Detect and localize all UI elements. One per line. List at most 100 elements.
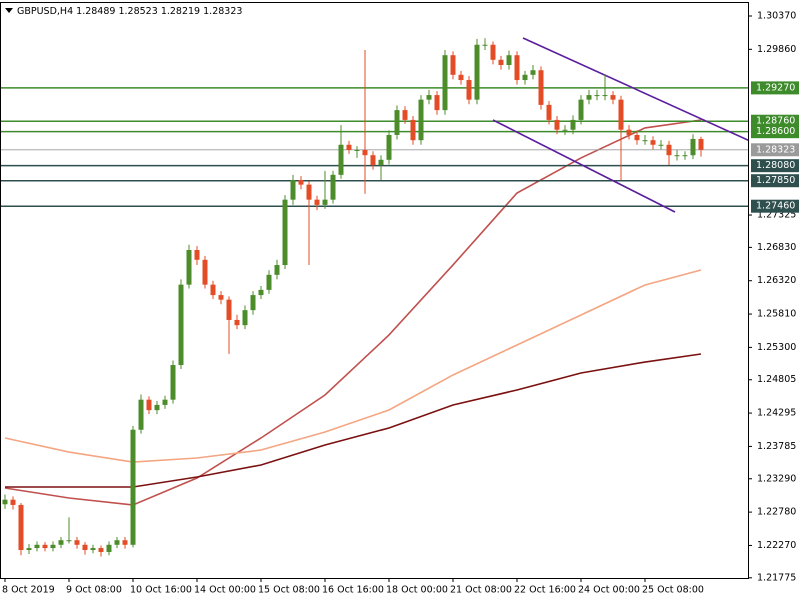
level-label: 1.27460 [756,201,795,212]
level-tag [751,199,799,213]
y-tick-label: 1.26830 [757,242,796,253]
candle-body [370,155,376,166]
candle-body [498,59,504,66]
x-tick-label: 25 Oct 08:00 [642,585,704,596]
x-tick-label: 16 Oct 16:00 [322,585,384,596]
candle-body [450,55,456,75]
candle-body [298,180,304,185]
candle-body [138,399,144,430]
candle-body [58,540,64,545]
candle-body [18,504,24,551]
y-tick-label: 1.27325 [757,210,796,221]
candle-body [162,399,168,405]
symbol: GBPUSD,H4 [17,6,73,17]
header-low: 1.28219 [161,6,200,17]
level-tag [751,114,799,128]
candle-body [362,149,368,156]
candle-body [42,544,48,549]
x-tick-label: 10 Oct 16:00 [130,585,192,596]
y-tick-label: 1.22270 [757,540,796,551]
candle-body [594,95,600,97]
y-tick-label: 1.25300 [757,342,796,353]
price-label: 1.28323 [756,144,795,155]
candle-body [538,70,544,105]
candle-body [394,110,400,135]
candle-body [482,44,488,46]
candle-body [178,284,184,366]
header-open: 1.28489 [76,6,115,17]
candle-body [234,319,240,326]
candle-body [386,134,392,160]
plot-area [0,37,748,557]
candle-body [378,159,384,166]
candle-body [402,110,408,120]
level-tag [751,174,799,188]
level-label: 1.28760 [756,116,795,127]
candle-body [410,119,416,141]
candle-body [434,95,440,111]
candle-body [562,129,568,131]
candle-body [618,99,624,130]
candle-body [338,144,344,175]
level-label: 1.27850 [756,175,795,186]
candle-body [274,265,280,275]
candle-body [26,548,32,551]
candle-body [202,259,208,285]
moving-average [4,119,702,506]
level-label: 1.29270 [756,82,795,93]
trendline [522,37,748,141]
y-tick-label: 1.24295 [757,408,796,419]
x-tick-label: 22 Oct 16:00 [514,585,576,596]
candle-body [154,404,160,411]
candle-body [634,134,640,141]
candle-body [522,74,528,81]
candle-body [466,80,472,100]
candle-body [194,249,200,260]
y-tick-label: 1.26320 [757,275,796,286]
candle-body [170,365,176,400]
candle-body [530,70,536,75]
y-tick-label: 1.24805 [757,374,796,385]
candle-body [442,55,448,111]
candle-body [674,155,680,157]
candle-body [330,174,336,200]
x-tick-label: 8 Oct 2019 [2,585,55,596]
candle-body [490,44,496,60]
candle-body [218,295,224,300]
candle-body [418,99,424,141]
candle-body [426,95,432,100]
x-tick-label: 21 Oct 08:00 [450,585,512,596]
header-close: 1.28323 [203,6,242,17]
axes: 1.30370 1.29860 1.27325 1.26830 1.26320 1.258… [2,10,799,596]
candle-body [650,140,656,145]
header-high: 1.28523 [118,6,157,17]
candle-body [626,129,632,135]
candle-body [226,299,232,320]
candle-body [250,295,256,311]
candle-body [82,544,88,551]
candle-body [10,499,16,505]
candle-body [34,544,40,549]
candle-body [698,138,704,150]
candle-body [114,540,120,545]
candle-body [322,199,328,205]
candle-body [578,99,584,120]
candle-body [306,184,312,200]
moving-average [4,269,702,463]
y-tick-label: 1.23290 [757,473,796,484]
candle-body [2,499,8,505]
level-tag [751,125,799,139]
moving-average [5,353,702,488]
y-tick-label: 1.22780 [757,507,796,518]
level-label: 1.28080 [756,160,795,171]
candle-body [474,44,480,100]
x-tick-label: 18 Oct 00:00 [386,585,448,596]
x-tick-label: 9 Oct 08:00 [66,585,122,596]
y-tick-label: 1.23785 [757,441,796,452]
candle-body [690,138,696,156]
header-marker [5,8,13,13]
candle-body [50,544,56,549]
candle-body [570,119,576,130]
trendline [492,119,676,213]
